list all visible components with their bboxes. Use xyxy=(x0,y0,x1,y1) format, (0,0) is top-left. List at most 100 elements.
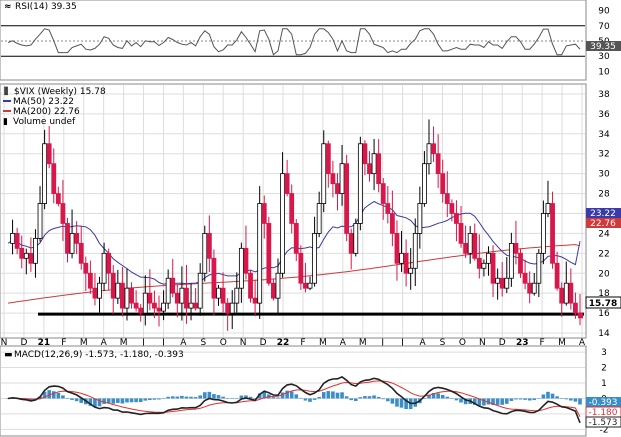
macd-hist-bar xyxy=(257,393,262,399)
candle-body xyxy=(563,282,569,304)
candle-body xyxy=(371,153,377,175)
macd-hist-box-text: -0.393 xyxy=(588,398,617,408)
candle-body xyxy=(389,213,395,234)
candle-body xyxy=(174,292,180,304)
x-tick-label: N xyxy=(479,338,486,348)
candle-body xyxy=(101,252,107,284)
macd-label: MACD(12,26,9) -1.573, -1.180, -0.393 xyxy=(14,350,184,360)
x-tick-label: 22 xyxy=(277,338,290,348)
candle-body xyxy=(152,302,157,309)
macd-hist-bar xyxy=(527,398,532,401)
price-panel: 38363432302826242220181614 ND21FMAMJJASO… xyxy=(0,83,621,348)
x-tick-label: M xyxy=(359,338,367,348)
rsi-line xyxy=(7,28,581,56)
x-tick-label: J xyxy=(380,338,384,348)
x-tick-label: M xyxy=(558,338,566,348)
rsi-tick-label: 90 xyxy=(598,7,610,17)
macd-hist-bar xyxy=(225,398,230,399)
macd-hist-bar xyxy=(317,397,321,399)
macd-hist-bar xyxy=(6,398,10,399)
candle-body xyxy=(330,173,336,185)
macd-hist-bar xyxy=(285,390,289,399)
macd-hist-bar xyxy=(79,398,84,403)
candle-body xyxy=(165,277,171,304)
last-price-marker xyxy=(578,313,583,319)
candle-body xyxy=(179,287,185,304)
candle-body xyxy=(147,292,153,304)
macd-hist-box: -0.393 xyxy=(586,397,621,408)
candle-body xyxy=(298,252,304,284)
macd-hist-bar xyxy=(482,398,486,406)
macd-hist-bar xyxy=(335,392,340,399)
candle-body xyxy=(367,163,372,175)
macd-hist-bar xyxy=(248,396,253,399)
macd-tick-label: 2 xyxy=(601,364,607,374)
macd-hist-bar xyxy=(321,392,326,399)
candle-body xyxy=(412,233,418,269)
candle-body xyxy=(289,193,295,224)
x-tick-label: J xyxy=(161,338,165,348)
macd-hist-bar xyxy=(564,398,569,400)
x-axis-labels: N D 21 F M A M J J A S O N D 22 F M A M J J A S O N D 23 F M A xyxy=(1,338,586,348)
rsi-label: RSI(14) 39.35 xyxy=(15,2,77,12)
macd-hist-bar xyxy=(578,398,582,405)
candle-body xyxy=(321,143,327,204)
macd-hist-bar xyxy=(569,398,573,401)
macd-hist-bar xyxy=(363,396,367,399)
macd-hist-bar xyxy=(51,391,56,399)
candle-body xyxy=(540,213,546,254)
macd-hist-bar xyxy=(280,392,285,399)
macd-hist-bar xyxy=(56,392,61,399)
last-price-box: 15.78 xyxy=(585,296,621,309)
macd-hist-bar xyxy=(134,398,138,403)
chart-type-icon: ⫼ xyxy=(4,86,8,97)
candle-body xyxy=(490,252,496,284)
macd-hist-bar xyxy=(170,396,175,399)
macd-hist-bar xyxy=(523,398,527,400)
macd-hist-bar xyxy=(537,398,541,399)
macd-hist-bar xyxy=(477,398,482,406)
macd-hist-bar xyxy=(116,398,120,403)
macd-tick-label: -2 xyxy=(600,425,609,435)
ma50-value-box: 23.22 xyxy=(586,208,621,219)
candle-body xyxy=(14,233,20,249)
rsi-tick-label: 10 xyxy=(598,67,610,77)
macd-hist-bar xyxy=(344,396,349,399)
macd-hist-bar xyxy=(70,398,74,400)
candle-body xyxy=(193,302,199,309)
candle-body xyxy=(87,272,93,289)
candle-body xyxy=(449,203,455,214)
candle-body xyxy=(325,143,331,175)
rsi-value-box-bg xyxy=(586,41,621,51)
macd-hist-bar xyxy=(230,398,235,399)
candle-body xyxy=(444,193,450,204)
price-tick-label: 34 xyxy=(598,130,610,140)
macd-legend: ▬ MACD(12,26,9) -1.573, -1.180, -0.393 xyxy=(4,350,184,360)
macd-hist-bar xyxy=(61,395,65,399)
macd-hist-bar xyxy=(436,393,440,399)
macd-hist-bar xyxy=(491,398,495,406)
price-title: $VIX (Weekly) 15.78 xyxy=(14,87,106,97)
candle-body xyxy=(156,307,162,312)
candle-body xyxy=(550,203,555,264)
macd-hist-bar xyxy=(42,391,47,399)
candle-body xyxy=(467,233,473,254)
macd-hist-bar xyxy=(235,398,239,399)
candle-body xyxy=(133,302,139,309)
candle-body xyxy=(573,302,578,314)
macd-hist-bar xyxy=(93,398,97,407)
x-tick-label: N xyxy=(1,338,8,348)
macd-hist-bar xyxy=(175,396,180,399)
candle-body xyxy=(106,252,112,274)
macd-hist-bar xyxy=(367,396,372,399)
macd-hist-bar xyxy=(500,398,505,405)
macd-value-box-text: -1.573 xyxy=(588,418,617,428)
macd-hist-bar xyxy=(239,395,244,399)
price-axis-ticks: 38363432302826242220181614 xyxy=(598,90,610,339)
macd-line xyxy=(7,375,581,424)
candle-body xyxy=(206,233,212,259)
x-tick-label: 21 xyxy=(38,338,51,348)
volume-legend: Volume undef xyxy=(13,117,76,127)
x-tick-label: A xyxy=(340,338,347,348)
